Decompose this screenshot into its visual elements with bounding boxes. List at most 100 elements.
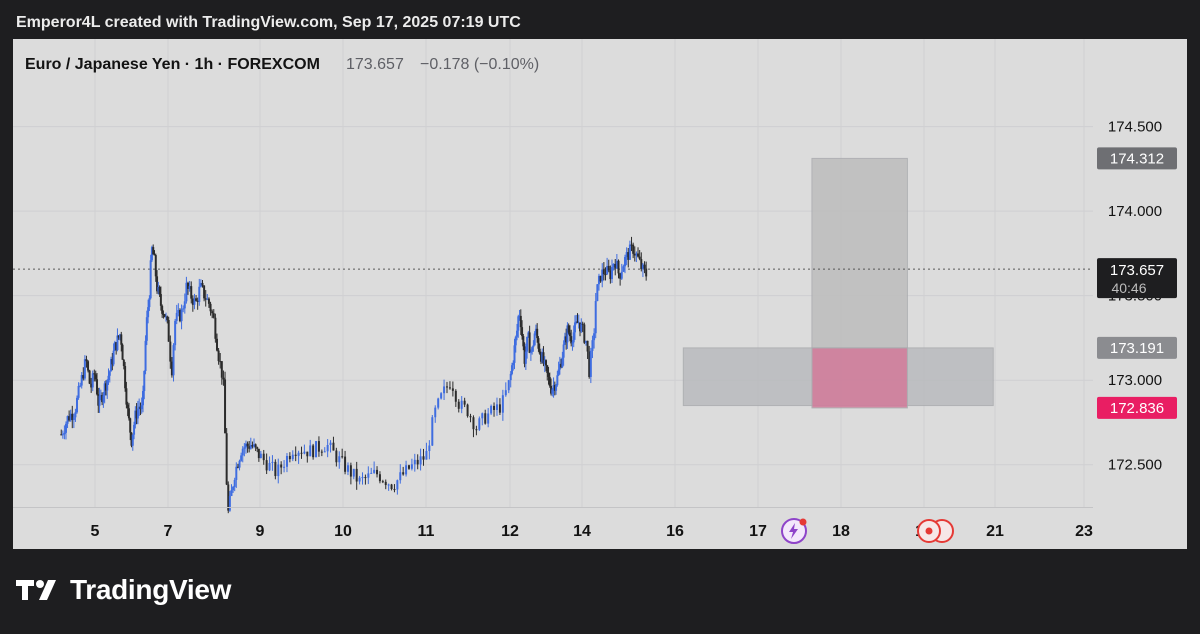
candle-up: [185, 282, 188, 302]
candle-up: [315, 441, 318, 458]
candle-down: [539, 353, 542, 362]
candle-up: [541, 352, 544, 362]
candle-down: [536, 328, 539, 339]
candle-down: [364, 477, 367, 479]
candle-up: [228, 495, 231, 511]
flash-event-icon[interactable]: [781, 518, 807, 544]
candle-down: [493, 405, 496, 410]
candle-down: [586, 340, 589, 352]
candle-down: [201, 282, 204, 286]
candle-up: [487, 413, 490, 424]
candle-up: [437, 398, 440, 408]
candle-up: [268, 462, 271, 471]
candle-up: [596, 284, 599, 302]
candle-down: [528, 332, 531, 353]
candle-up: [110, 358, 113, 372]
candle-down: [124, 365, 127, 389]
candle-down: [60, 434, 63, 436]
candle-up: [572, 332, 575, 343]
candle-up: [529, 351, 532, 353]
chart-panel[interactable]: 172.500173.000173.500174.000174.500174.3…: [13, 39, 1187, 549]
candle-up: [481, 413, 484, 419]
time-tick-label: 23: [1075, 523, 1093, 540]
candle-up: [460, 400, 463, 409]
candle-down: [300, 452, 303, 454]
candle-down: [190, 286, 193, 299]
candle-down: [627, 252, 630, 260]
candle-down: [560, 363, 563, 368]
candle-up: [367, 473, 370, 478]
candle-down: [638, 256, 641, 260]
candle-up: [244, 443, 247, 448]
last-price-badge: [1097, 258, 1177, 299]
candle-up: [177, 310, 180, 313]
candle-up: [562, 344, 565, 358]
candle-up: [504, 390, 507, 396]
candle-down: [93, 373, 96, 375]
event-markers: [781, 518, 954, 544]
candle-up: [434, 407, 437, 418]
candle-up: [233, 479, 236, 487]
candle-up: [183, 301, 186, 309]
candle-up: [361, 477, 364, 479]
time-tick-label: 5: [91, 523, 100, 540]
time-tick-label: 12: [501, 523, 519, 540]
candle-up: [285, 455, 288, 467]
candle-down: [637, 253, 640, 257]
candle-down: [617, 260, 620, 274]
candle-down: [448, 387, 451, 389]
candle-down: [111, 358, 114, 365]
candle-up: [243, 447, 246, 449]
candle-up: [405, 465, 408, 475]
candle-up: [628, 244, 631, 260]
candle-up: [513, 345, 516, 363]
price-tick-label: 174.000: [1108, 203, 1162, 220]
candle-down: [378, 474, 381, 482]
tradingview-brand: TradingView: [70, 574, 232, 605]
price-level-badge: [1097, 336, 1177, 359]
candle-up: [410, 464, 413, 469]
candle-down: [203, 285, 206, 299]
candle-down: [85, 359, 88, 362]
candle-up: [517, 316, 520, 331]
central-bank-event-icon[interactable]: [917, 519, 954, 543]
candle-up: [425, 451, 428, 460]
candle-down: [196, 300, 199, 302]
price-level-label: 174.312: [1110, 150, 1164, 167]
candle-down: [204, 298, 207, 300]
candle-up: [119, 334, 122, 338]
candle-up: [240, 455, 243, 461]
candle-down: [545, 360, 547, 366]
candle-down: [553, 385, 556, 391]
candle-up: [431, 417, 434, 446]
candle-down: [169, 341, 172, 362]
candle-down: [402, 472, 405, 475]
candle-down: [158, 286, 161, 295]
candle-up: [76, 397, 78, 413]
candle-down: [451, 388, 454, 391]
candle-up: [443, 386, 446, 394]
candle-up: [136, 408, 139, 419]
candle-up: [635, 253, 638, 256]
candle-up: [131, 434, 134, 446]
candle-down: [139, 406, 142, 410]
price-chart[interactable]: 172.500173.000173.500174.000174.500174.3…: [13, 39, 1187, 549]
candle-down: [156, 276, 159, 292]
price-level-label: 173.191: [1110, 340, 1164, 357]
candle-up: [584, 340, 587, 343]
candle-up: [622, 266, 625, 272]
candle-up: [83, 359, 86, 379]
candle-down: [152, 247, 155, 255]
price-level-label: 172.836: [1110, 400, 1164, 417]
candle-down: [122, 359, 125, 366]
candle-down: [265, 460, 268, 471]
candle-up: [116, 335, 119, 351]
candle-down: [567, 325, 570, 333]
candle-up: [69, 413, 72, 421]
candle-down: [115, 342, 118, 351]
candle-down: [457, 401, 460, 409]
candle-up: [141, 391, 144, 406]
candle-up: [478, 418, 481, 430]
candle-up: [188, 286, 191, 289]
candle-down: [90, 383, 93, 388]
